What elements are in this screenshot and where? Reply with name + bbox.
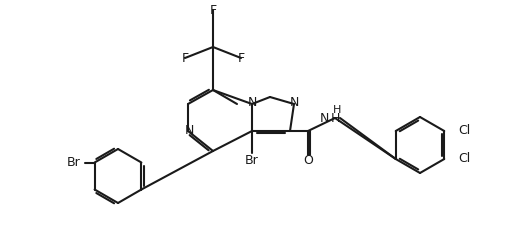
Text: Cl: Cl bbox=[458, 153, 470, 166]
Text: N: N bbox=[319, 112, 329, 125]
Text: H: H bbox=[333, 105, 341, 115]
Text: F: F bbox=[182, 52, 189, 65]
Text: Br: Br bbox=[245, 155, 259, 167]
Text: F: F bbox=[237, 52, 244, 65]
Text: N: N bbox=[247, 96, 257, 109]
Text: N: N bbox=[289, 96, 299, 109]
Text: F: F bbox=[209, 3, 216, 16]
Text: N: N bbox=[185, 123, 194, 136]
Text: Br: Br bbox=[67, 156, 81, 169]
Text: Cl: Cl bbox=[458, 125, 470, 137]
Text: O: O bbox=[303, 153, 313, 166]
Text: H: H bbox=[331, 112, 340, 125]
